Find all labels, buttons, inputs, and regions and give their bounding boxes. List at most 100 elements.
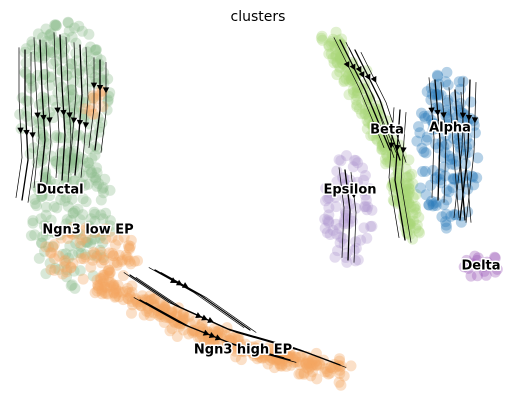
cell-point <box>49 262 61 274</box>
cell-point <box>345 212 357 224</box>
cell-point <box>248 350 260 362</box>
cell-point <box>62 200 74 212</box>
cell-point <box>136 290 148 302</box>
cell-point <box>71 130 83 142</box>
cell-point <box>469 127 481 139</box>
cell-point <box>79 109 91 121</box>
cell-point <box>111 287 123 299</box>
cell-point <box>352 157 364 169</box>
cell-point <box>229 331 241 343</box>
cell-point <box>290 356 302 368</box>
cell-point <box>464 138 476 150</box>
cell-point <box>166 305 178 317</box>
cell-point <box>454 83 466 95</box>
cell-point <box>85 41 96 53</box>
cell-point <box>205 340 217 352</box>
cell-point <box>207 337 219 349</box>
cell-point <box>49 19 61 31</box>
cell-point <box>423 199 435 211</box>
cell-point <box>50 19 61 31</box>
cell-point <box>122 292 134 304</box>
cell-point <box>264 354 276 366</box>
cell-point <box>33 185 45 196</box>
cell-point <box>189 315 201 327</box>
cluster-labels: Ductal Ngn3 low EP Ngn3 high EP Epsilon Beta… <box>35 119 502 359</box>
cell-point <box>436 211 448 223</box>
cell-point <box>143 306 155 318</box>
cell-point <box>333 154 345 166</box>
cell-point <box>75 253 87 265</box>
cell-point <box>53 48 65 60</box>
stream-arrow <box>54 107 61 114</box>
cell-point <box>447 182 459 193</box>
stream-arrow <box>82 122 90 129</box>
cell-point <box>97 213 109 225</box>
cell-point <box>65 280 77 292</box>
stream-4 <box>88 57 110 153</box>
stream-arrow <box>46 117 53 124</box>
cell-point <box>398 187 410 199</box>
cell-point <box>325 361 336 373</box>
cell-point <box>452 134 464 146</box>
cell-point <box>323 192 335 204</box>
cell-point <box>78 253 90 265</box>
cell-point <box>410 188 422 200</box>
cell-point <box>102 288 114 300</box>
cell-point <box>100 288 112 300</box>
cell-point <box>44 29 56 40</box>
cell-point <box>57 268 69 280</box>
cell-point <box>222 342 234 354</box>
cell-point <box>438 199 450 210</box>
cell-point <box>92 112 104 124</box>
cell-point <box>461 141 473 153</box>
cell-point <box>387 194 399 206</box>
cell-point <box>130 294 142 306</box>
cell-point <box>307 354 319 366</box>
cell-point <box>112 234 124 246</box>
cell-point <box>52 224 64 236</box>
cell-point <box>434 168 446 180</box>
cell-point <box>65 215 77 226</box>
cell-point <box>401 172 413 184</box>
cell-point <box>451 100 463 112</box>
cell-point <box>63 91 75 103</box>
cell-point <box>73 68 85 80</box>
cell-point <box>85 213 97 225</box>
cell-point <box>59 42 71 54</box>
cell-point <box>252 340 264 352</box>
cell-point <box>440 130 452 141</box>
cell-point <box>101 282 113 294</box>
cell-point <box>223 334 235 346</box>
cell-point <box>414 227 425 239</box>
cell-point <box>457 75 469 87</box>
stream-line <box>400 112 412 243</box>
cell-point <box>311 359 322 371</box>
cell-point <box>20 68 32 80</box>
cell-point <box>386 181 398 192</box>
cell-point <box>99 287 111 299</box>
cell-point <box>144 290 156 302</box>
cell-point <box>305 370 317 382</box>
cell-point <box>335 379 347 391</box>
cell-point <box>89 149 101 161</box>
cell-point <box>77 273 89 285</box>
cell-point <box>89 59 101 71</box>
stream-arrow <box>364 73 371 81</box>
cell-point <box>149 293 161 305</box>
cell-point <box>183 328 195 340</box>
cell-point <box>45 214 57 226</box>
cell-point <box>94 121 105 133</box>
stream-arrow <box>460 127 467 134</box>
cell-point <box>66 279 78 291</box>
cell-point <box>396 184 408 196</box>
cell-point <box>376 130 388 142</box>
cell-point <box>205 345 216 357</box>
cell-point <box>362 201 374 213</box>
cell-point <box>20 43 32 55</box>
cell-point <box>95 273 107 285</box>
cell-point <box>126 286 138 298</box>
cell-point <box>432 142 444 154</box>
cell-point <box>108 287 120 299</box>
cell-point <box>471 172 483 184</box>
cell-point <box>37 231 48 243</box>
